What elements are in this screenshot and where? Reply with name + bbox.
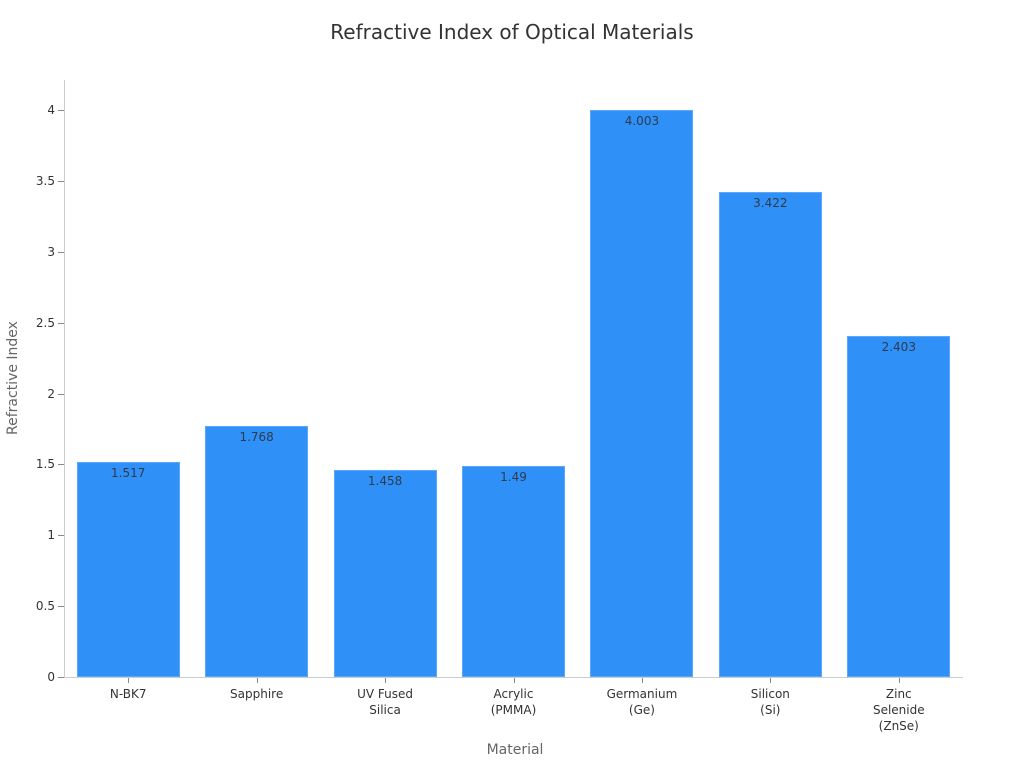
bar: 2.403 [847,336,951,677]
bar: 1.49 [462,465,565,677]
y-tick-label: 2.5 [35,315,55,330]
x-tick-mark [513,678,515,683]
bar-value-label: 2.403 [881,340,916,355]
y-tick-label: 3.5 [35,173,55,188]
bar-value-label: 1.517 [111,465,146,480]
bar-value-label: 4.003 [624,113,660,128]
y-tick-label: 1.5 [35,457,55,472]
y-tick-mark [58,606,64,608]
y-tick-label: 4 [47,103,55,117]
y-tick-label: 3 [47,244,55,259]
y-tick-mark [58,251,64,253]
y-tick-label: 0.5 [35,599,55,614]
y-tick-mark [58,677,64,678]
x-tick-label: UV Fused Silica [357,687,414,717]
x-tick-mark [898,678,900,683]
y-tick-label: 0 [47,670,55,684]
x-tick-mark [128,678,130,683]
chart-title: Refractive Index of Optical Materials [330,20,694,44]
y-tick-mark [58,180,64,182]
y-tick-mark [58,110,64,111]
x-tick-label: Sapphire [230,687,284,701]
bar: 4.003 [590,109,694,677]
bar-value-label: 1.49 [500,469,527,484]
bar-value-label: 1.768 [239,430,274,445]
x-tick-label: Silicon (Si) [750,687,790,717]
y-axis-title: Refractive Index [5,321,21,435]
x-tick-mark [385,678,387,683]
y-tick-mark [58,535,64,537]
x-tick-label: Germanium (Ge) [606,687,678,717]
bar: 1.768 [205,426,309,677]
y-tick-label: 2 [47,386,55,401]
x-tick-label: Acrylic (PMMA) [490,687,537,717]
x-tick-mark [641,678,643,683]
bar: 1.517 [76,461,180,677]
x-tick-mark [770,678,772,683]
x-tick-label: Zinc Selenide (ZnSe) [872,687,925,733]
y-tick-mark [58,322,64,324]
y-tick-mark [58,393,64,395]
y-axis-line [64,80,65,677]
y-tick-mark [58,464,64,466]
x-tick-mark [256,678,258,683]
bar: 1.458 [333,470,437,677]
x-axis-title: Material [486,742,544,758]
bar-value-label: 3.422 [753,195,788,210]
bar-value-label: 1.458 [367,474,403,489]
x-tick-label: N-BK7 [109,687,147,701]
bar: 3.422 [718,191,822,677]
y-tick-label: 1 [47,528,55,543]
x-axis-line [64,677,963,678]
